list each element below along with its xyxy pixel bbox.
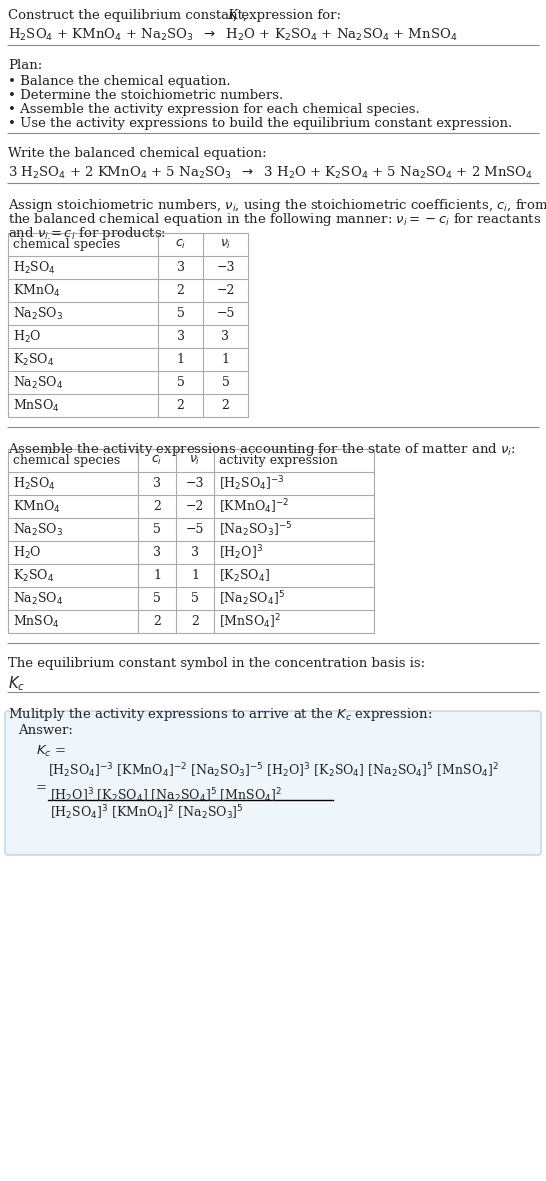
Text: 5: 5 (191, 592, 199, 605)
Text: 5: 5 (153, 592, 161, 605)
Text: [H$_2$SO$_4$]$^{-3}$ [KMnO$_4$]$^{-2}$ [Na$_2$SO$_3$]$^{-5}$ [H$_2$O]$^3$ [K$_2$: [H$_2$SO$_4$]$^{-3}$ [KMnO$_4$]$^{-2}$ [… (48, 761, 499, 779)
Text: • Use the activity expressions to build the equilibrium constant expression.: • Use the activity expressions to build … (8, 117, 512, 130)
Text: 2: 2 (222, 399, 229, 412)
Text: $K_c$: $K_c$ (8, 674, 25, 693)
Text: [H$_2$O]$^3$ [K$_2$SO$_4$] [Na$_2$SO$_4$]$^5$ [MnSO$_4$]$^2$: [H$_2$O]$^3$ [K$_2$SO$_4$] [Na$_2$SO$_4$… (50, 787, 282, 804)
Text: −3: −3 (216, 261, 235, 274)
Text: Assign stoichiometric numbers, $\nu_i$, using the stoichiometric coefficients, $: Assign stoichiometric numbers, $\nu_i$, … (8, 197, 546, 214)
Text: and $\nu_i = c_i$ for products:: and $\nu_i = c_i$ for products: (8, 226, 166, 242)
Bar (8, 449, 374, 633)
Text: 3: 3 (191, 546, 199, 559)
Text: [Na$_2$SO$_3$]$^{-5}$: [Na$_2$SO$_3$]$^{-5}$ (219, 520, 292, 539)
Text: • Balance the chemical equation.: • Balance the chemical equation. (8, 76, 230, 89)
Text: H$_2$O: H$_2$O (13, 328, 41, 345)
Text: −5: −5 (186, 523, 204, 536)
Text: 3: 3 (176, 261, 185, 274)
Text: 5: 5 (176, 376, 185, 389)
Text: 3: 3 (153, 477, 161, 490)
Text: 3: 3 (222, 329, 229, 342)
Text: 1: 1 (191, 569, 199, 582)
Text: 1: 1 (222, 353, 229, 366)
Text: 2: 2 (153, 500, 161, 513)
Text: MnSO$_4$: MnSO$_4$ (13, 613, 60, 629)
Text: activity expression: activity expression (219, 454, 338, 466)
Text: 2: 2 (153, 615, 161, 628)
Text: Plan:: Plan: (8, 59, 42, 72)
Text: 5: 5 (153, 523, 161, 536)
Text: KMnO$_4$: KMnO$_4$ (13, 282, 61, 299)
Text: [K$_2$SO$_4$]: [K$_2$SO$_4$] (219, 567, 270, 583)
Text: 2: 2 (176, 283, 185, 296)
Text: H$_2$SO$_4$: H$_2$SO$_4$ (13, 476, 56, 491)
Text: H$_2$O: H$_2$O (13, 544, 41, 561)
Text: Write the balanced chemical equation:: Write the balanced chemical equation: (8, 146, 266, 159)
Text: −3: −3 (186, 477, 204, 490)
Text: 5: 5 (176, 307, 185, 320)
Text: • Assemble the activity expression for each chemical species.: • Assemble the activity expression for e… (8, 103, 420, 116)
Text: −5: −5 (216, 307, 235, 320)
Text: • Determine the stoichiometric numbers.: • Determine the stoichiometric numbers. (8, 89, 283, 102)
Text: Na$_2$SO$_3$: Na$_2$SO$_3$ (13, 522, 63, 537)
Text: MnSO$_4$: MnSO$_4$ (13, 398, 60, 413)
Text: 2: 2 (191, 615, 199, 628)
Text: [MnSO$_4$]$^2$: [MnSO$_4$]$^2$ (219, 612, 281, 631)
Text: =: = (36, 781, 47, 794)
Text: 1: 1 (153, 569, 161, 582)
Text: H$_2$SO$_4$ + KMnO$_4$ + Na$_2$SO$_3$  $\rightarrow$  H$_2$O + K$_2$SO$_4$ + Na$: H$_2$SO$_4$ + KMnO$_4$ + Na$_2$SO$_3$ $\… (8, 27, 458, 43)
Text: the balanced chemical equation in the following manner: $\nu_i = -c_i$ for react: the balanced chemical equation in the fo… (8, 211, 541, 228)
Text: K: K (227, 9, 237, 22)
Text: 5: 5 (222, 376, 229, 389)
Text: KMnO$_4$: KMnO$_4$ (13, 498, 61, 515)
Text: $c_i$: $c_i$ (151, 454, 163, 466)
Text: K$_2$SO$_4$: K$_2$SO$_4$ (13, 567, 54, 583)
Text: −2: −2 (186, 500, 204, 513)
Text: $\nu_i$: $\nu_i$ (189, 454, 201, 466)
Text: $K_c$ =: $K_c$ = (36, 744, 66, 759)
Text: The equilibrium constant symbol in the concentration basis is:: The equilibrium constant symbol in the c… (8, 657, 425, 670)
Text: [H$_2$SO$_4$]$^3$ [KMnO$_4$]$^2$ [Na$_2$SO$_3$]$^5$: [H$_2$SO$_4$]$^3$ [KMnO$_4$]$^2$ [Na$_2$… (50, 803, 244, 822)
Bar (8, 233, 248, 417)
Text: Answer:: Answer: (18, 724, 73, 737)
Text: $c_i$: $c_i$ (175, 237, 186, 252)
Text: chemical species: chemical species (13, 239, 120, 252)
Text: Na$_2$SO$_4$: Na$_2$SO$_4$ (13, 374, 63, 391)
Text: 2: 2 (176, 399, 185, 412)
Text: Na$_2$SO$_4$: Na$_2$SO$_4$ (13, 590, 63, 607)
Text: 3: 3 (153, 546, 161, 559)
Text: 3 H$_2$SO$_4$ + 2 KMnO$_4$ + 5 Na$_2$SO$_3$  $\rightarrow$  3 H$_2$O + K$_2$SO$_: 3 H$_2$SO$_4$ + 2 KMnO$_4$ + 5 Na$_2$SO$… (8, 165, 533, 181)
Text: 1: 1 (176, 353, 185, 366)
Text: [H$_2$SO$_4$]$^{-3}$: [H$_2$SO$_4$]$^{-3}$ (219, 474, 285, 492)
Text: [H$_2$O]$^3$: [H$_2$O]$^3$ (219, 543, 263, 562)
Text: Na$_2$SO$_3$: Na$_2$SO$_3$ (13, 306, 63, 321)
Text: Mulitply the activity expressions to arrive at the $K_c$ expression:: Mulitply the activity expressions to arr… (8, 706, 432, 723)
Text: Construct the equilibrium constant,: Construct the equilibrium constant, (8, 9, 251, 22)
Text: , expression for:: , expression for: (233, 9, 341, 22)
Text: chemical species: chemical species (13, 454, 120, 466)
Text: K$_2$SO$_4$: K$_2$SO$_4$ (13, 352, 54, 367)
Text: [Na$_2$SO$_4$]$^5$: [Na$_2$SO$_4$]$^5$ (219, 589, 285, 608)
Text: H$_2$SO$_4$: H$_2$SO$_4$ (13, 260, 56, 275)
Text: Assemble the activity expressions accounting for the state of matter and $\nu_i$: Assemble the activity expressions accoun… (8, 441, 516, 458)
Text: [KMnO$_4$]$^{-2}$: [KMnO$_4$]$^{-2}$ (219, 497, 289, 516)
Text: 3: 3 (176, 329, 185, 342)
Text: −2: −2 (216, 283, 235, 296)
Text: $\nu_i$: $\nu_i$ (220, 237, 231, 252)
FancyBboxPatch shape (5, 711, 541, 855)
